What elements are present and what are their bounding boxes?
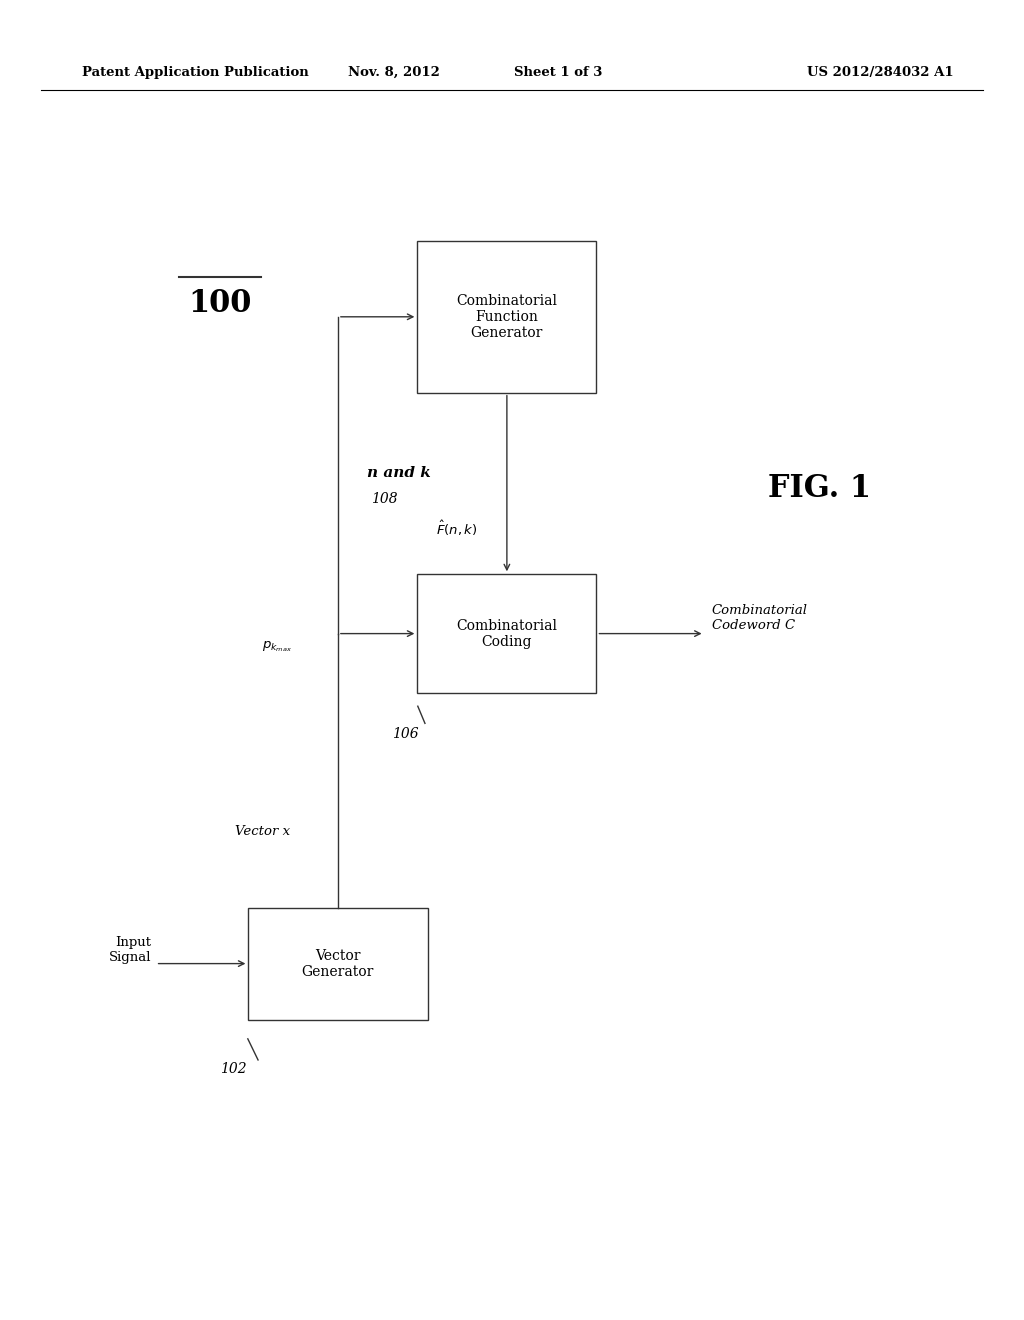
Text: 100: 100 [188, 288, 252, 319]
Text: Combinatorial
Codeword C: Combinatorial Codeword C [712, 603, 808, 632]
Text: Sheet 1 of 3: Sheet 1 of 3 [514, 66, 602, 79]
Bar [418, 242, 596, 393]
Text: n and k: n and k [367, 466, 430, 479]
Text: Vector x: Vector x [234, 825, 290, 838]
Text: Input
Signal: Input Signal [109, 936, 152, 965]
Text: Combinatorial
Coding: Combinatorial Coding [457, 619, 557, 648]
Text: 102: 102 [220, 1063, 247, 1076]
Text: US 2012/284032 A1: US 2012/284032 A1 [807, 66, 954, 79]
Bar [249, 908, 428, 1020]
Text: $p_{k_{max}}$: $p_{k_{max}}$ [262, 639, 292, 655]
Text: Nov. 8, 2012: Nov. 8, 2012 [348, 66, 440, 79]
Bar [418, 574, 596, 693]
Text: 108: 108 [371, 492, 397, 506]
Text: Combinatorial
Function
Generator: Combinatorial Function Generator [457, 293, 557, 341]
Text: Patent Application Publication: Patent Application Publication [82, 66, 308, 79]
Text: 106: 106 [392, 727, 419, 741]
Text: Vector
Generator: Vector Generator [302, 949, 374, 978]
Text: $\hat{F}(n,k)$: $\hat{F}(n,k)$ [436, 519, 478, 537]
Text: FIG. 1: FIG. 1 [768, 473, 870, 504]
